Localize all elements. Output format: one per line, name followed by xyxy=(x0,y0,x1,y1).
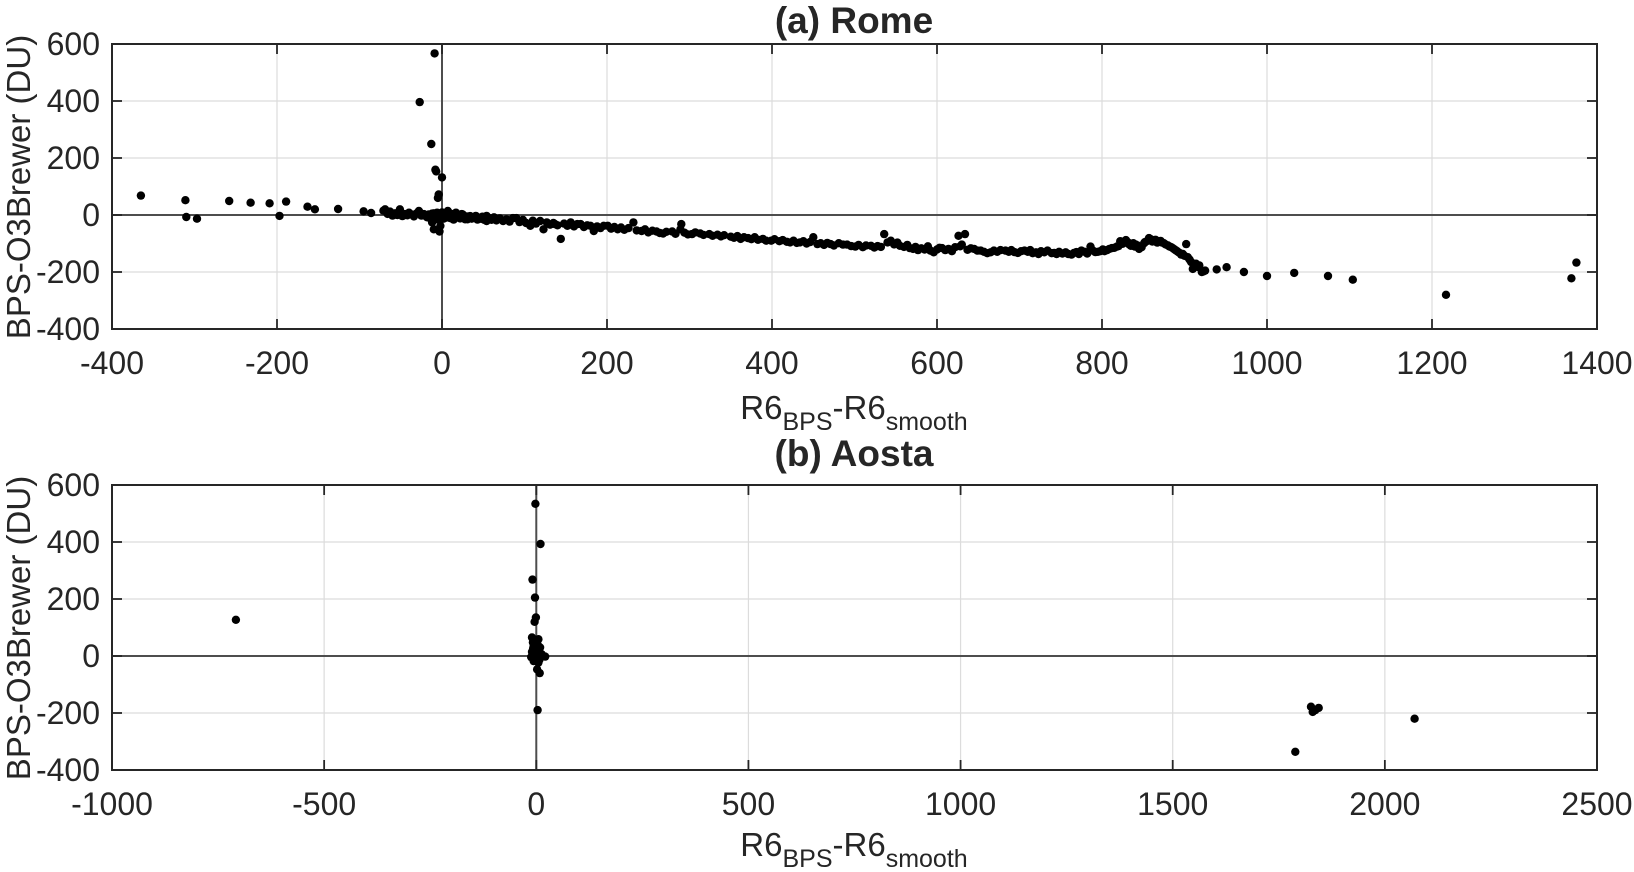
y-tick-label: -400 xyxy=(36,752,100,788)
plot-a-axes: -400 -200 0 200 400 600 800 1000 1200 1400 -400 -20… xyxy=(36,26,1633,381)
x-tick-label: 1500 xyxy=(1137,786,1208,822)
x-tick-label: 0 xyxy=(433,345,451,381)
plot-a-title: (a) Rome xyxy=(775,0,933,41)
plot-a-xlabel-base2: -R6 xyxy=(833,389,886,426)
y-tick-label: 200 xyxy=(47,140,100,176)
plot-a-xlabel: R6BPS-R6smooth xyxy=(740,389,967,436)
plot-b-title: (b) Aosta xyxy=(775,433,934,474)
zero-lines xyxy=(112,485,1597,770)
x-tick-label: 1000 xyxy=(925,786,996,822)
x-tick-label: 2000 xyxy=(1349,786,1420,822)
tick-labels: -400 -200 0 200 400 600 800 1000 1200 1400 -400 -20… xyxy=(36,26,1633,381)
x-tick-label: 600 xyxy=(910,345,963,381)
plot-a-ylabel: BPS-O3Brewer (DU) xyxy=(0,35,37,339)
y-tick-label: 0 xyxy=(82,638,100,674)
x-tick-label: 2500 xyxy=(1561,786,1632,822)
plot-b-xlabel: R6BPS-R6smooth xyxy=(740,826,967,872)
axes-box xyxy=(111,484,1598,771)
y-tick-label: -200 xyxy=(36,695,100,731)
scatter-points xyxy=(136,49,1581,299)
y-tick-label: -400 xyxy=(36,311,100,347)
x-tick-label: 1000 xyxy=(1231,345,1302,381)
plot-b-ylabel: BPS-O3Brewer (DU) xyxy=(0,476,37,780)
axes-box xyxy=(111,43,1598,330)
x-tick-label: -1000 xyxy=(71,786,153,822)
grid-lines xyxy=(111,43,1598,330)
plot-a-xlabel-sub1: BPS xyxy=(782,408,832,436)
y-tick-label: 400 xyxy=(47,524,100,560)
plot-b-xlabel-sub2: smooth xyxy=(886,845,968,872)
y-tick-label: 200 xyxy=(47,581,100,617)
x-tick-label: -200 xyxy=(245,345,309,381)
plot-b-xlabel-base2: -R6 xyxy=(833,826,886,863)
grid-lines xyxy=(111,484,1598,771)
x-tick-label: -400 xyxy=(80,345,144,381)
x-tick-label: 1200 xyxy=(1396,345,1467,381)
y-tick-label: 400 xyxy=(47,83,100,119)
plot-b-axes: -1000 -500 0 500 1000 1500 2000 2500 -400 -200 0 20… xyxy=(36,467,1633,822)
y-tick-label: 600 xyxy=(47,467,100,503)
x-tick-label: 800 xyxy=(1075,345,1128,381)
zero-lines xyxy=(112,44,1597,329)
plot-b-xlabel-base1: R6 xyxy=(740,826,782,863)
y-tick-label: 0 xyxy=(82,197,100,233)
y-tick-label: -200 xyxy=(36,254,100,290)
x-tick-label: 500 xyxy=(722,786,775,822)
axis-ticks xyxy=(111,43,1598,330)
x-tick-label: -500 xyxy=(292,786,356,822)
plot-a-xlabel-base1: R6 xyxy=(740,389,782,426)
scatter-points xyxy=(231,499,1419,756)
x-tick-label: 1400 xyxy=(1561,345,1632,381)
plot-b-xlabel-sub1: BPS xyxy=(782,845,832,872)
tick-labels: -1000 -500 0 500 1000 1500 2000 2500 -400 -200 0 20… xyxy=(36,467,1633,822)
axis-ticks xyxy=(111,484,1598,771)
x-tick-label: 400 xyxy=(745,345,798,381)
plot-a-xlabel-sub2: smooth xyxy=(886,408,968,436)
y-tick-label: 600 xyxy=(47,26,100,62)
x-tick-label: 0 xyxy=(527,786,545,822)
x-tick-label: 200 xyxy=(580,345,633,381)
